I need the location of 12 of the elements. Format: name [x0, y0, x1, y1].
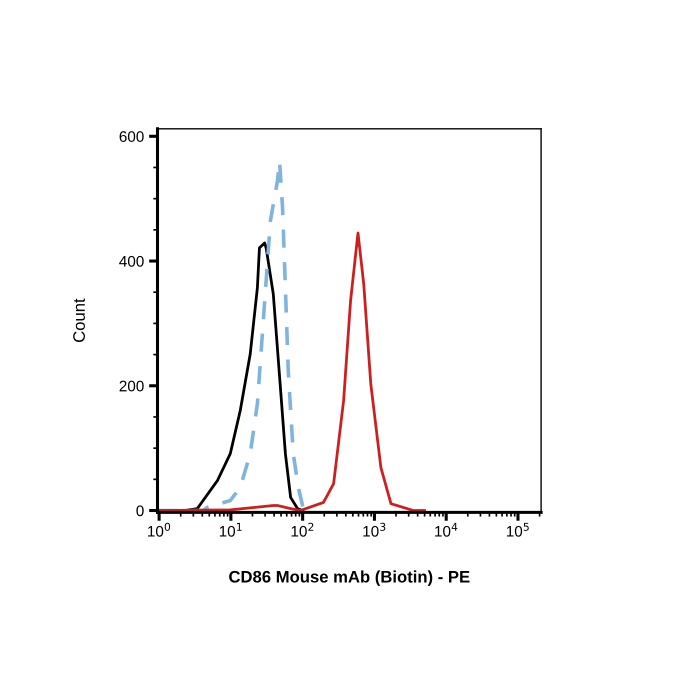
x-tick-label: 10$^{5}$: [506, 522, 529, 537]
y-tick-label: 600: [120, 131, 144, 142]
y-tick-label: 0: [136, 505, 144, 516]
x-tick-label: 10$^{2}$: [292, 522, 314, 537]
x-tick-label: 10$^{3}$: [363, 522, 386, 537]
y-tick-label: 400: [119, 256, 144, 267]
y-axis-title: Count: [73, 298, 85, 342]
x-tick-label: 10$^{1}$: [220, 522, 242, 537]
x-axis-title: CD86 Mouse mAb (Biotin) - PE: [229, 570, 470, 586]
x-tick-label: 10$^{0}$: [148, 522, 170, 537]
x-tick-label: 10$^{4}$: [435, 522, 458, 537]
y-tick-label: 200: [120, 380, 144, 392]
